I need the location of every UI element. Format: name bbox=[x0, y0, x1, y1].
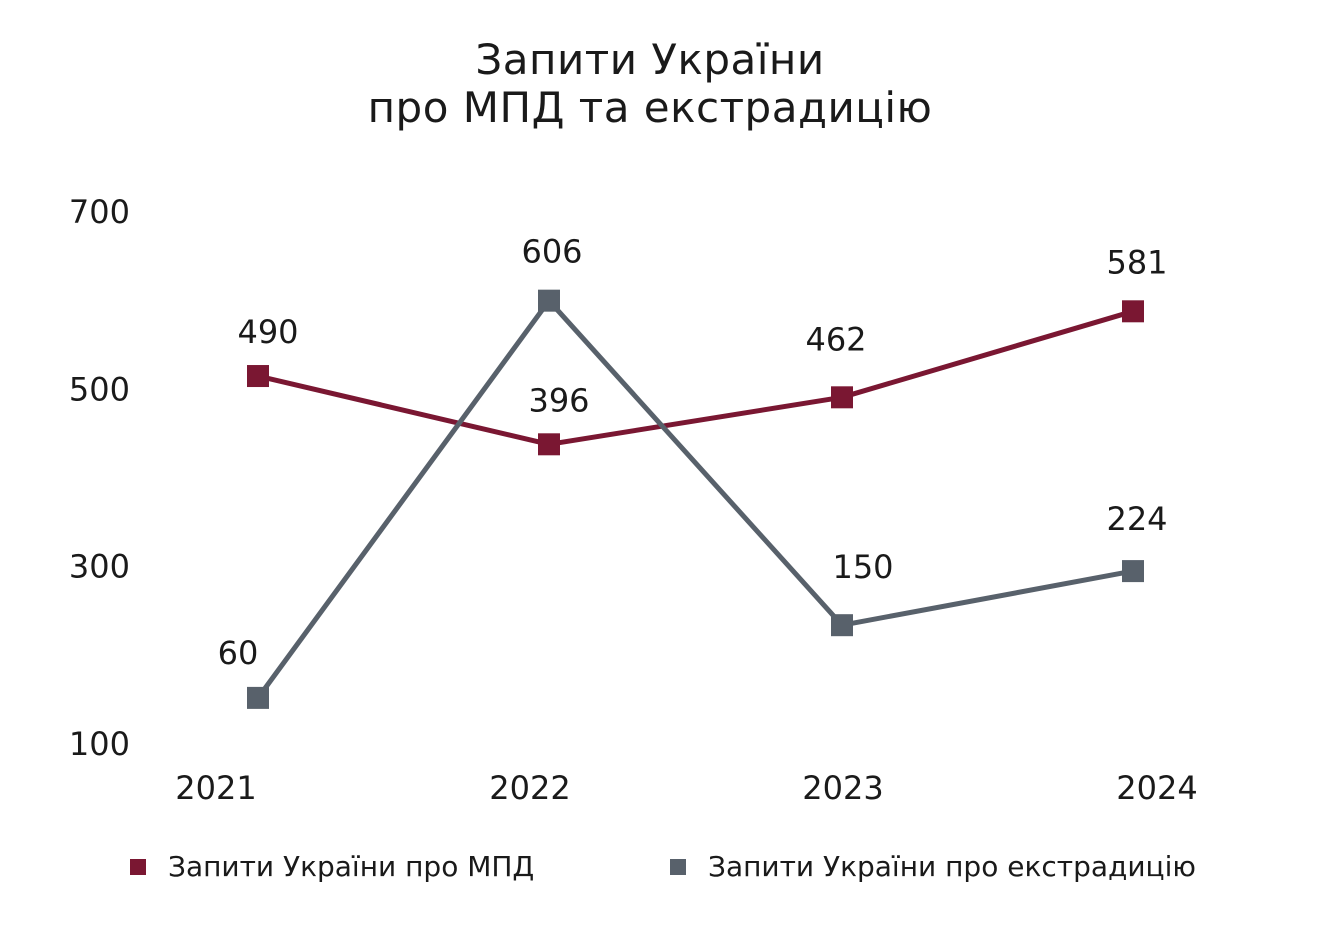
y-tick-label: 100 bbox=[69, 725, 130, 763]
data-point-marker bbox=[538, 289, 560, 312]
chart-title-line-2: про МПД та екстрадицію bbox=[367, 83, 933, 132]
x-tick-label: 2024 bbox=[1116, 769, 1197, 807]
legend-label-mpd: Запити України про МПД bbox=[168, 850, 535, 883]
x-tick-label: 2021 bbox=[175, 769, 256, 807]
data-label: 150 bbox=[832, 548, 893, 586]
x-tick-label: 2022 bbox=[489, 769, 570, 807]
data-label: 396 bbox=[528, 381, 589, 419]
data-label: 606 bbox=[521, 233, 582, 271]
legend-swatch-mpd bbox=[130, 858, 146, 875]
y-tick-label: 700 bbox=[69, 193, 130, 231]
data-point-marker bbox=[1122, 300, 1144, 323]
legend-item-mpd: Запити України про МПД bbox=[130, 850, 534, 883]
legend-swatch-extradition bbox=[670, 858, 686, 875]
y-tick-label: 500 bbox=[69, 370, 130, 408]
chart-title: Запити України про МПД та екстрадицію bbox=[0, 36, 1300, 132]
chart-legend: Запити України про МПД Запити України пр… bbox=[0, 850, 1322, 890]
data-label: 581 bbox=[1106, 243, 1167, 281]
x-tick-label: 2023 bbox=[802, 769, 883, 807]
chart-title-line-1: Запити України bbox=[475, 35, 825, 84]
data-point-marker bbox=[831, 614, 853, 637]
legend-label-extradition: Запити України про екстрадицію bbox=[708, 850, 1196, 883]
series-line-1 bbox=[255, 298, 1134, 700]
data-point-marker bbox=[1122, 560, 1144, 583]
data-point-marker bbox=[247, 365, 269, 388]
y-tick-label: 300 bbox=[69, 548, 130, 586]
series-line-0 bbox=[257, 308, 1134, 447]
data-label: 224 bbox=[1106, 500, 1167, 538]
data-point-marker bbox=[831, 386, 853, 409]
data-label: 60 bbox=[218, 634, 259, 672]
data-point-marker bbox=[247, 686, 269, 709]
data-label: 462 bbox=[805, 320, 866, 358]
data-point-marker bbox=[538, 433, 560, 456]
data-label: 490 bbox=[237, 313, 298, 351]
legend-item-extradition: Запити України про екстрадицію bbox=[670, 850, 1196, 883]
